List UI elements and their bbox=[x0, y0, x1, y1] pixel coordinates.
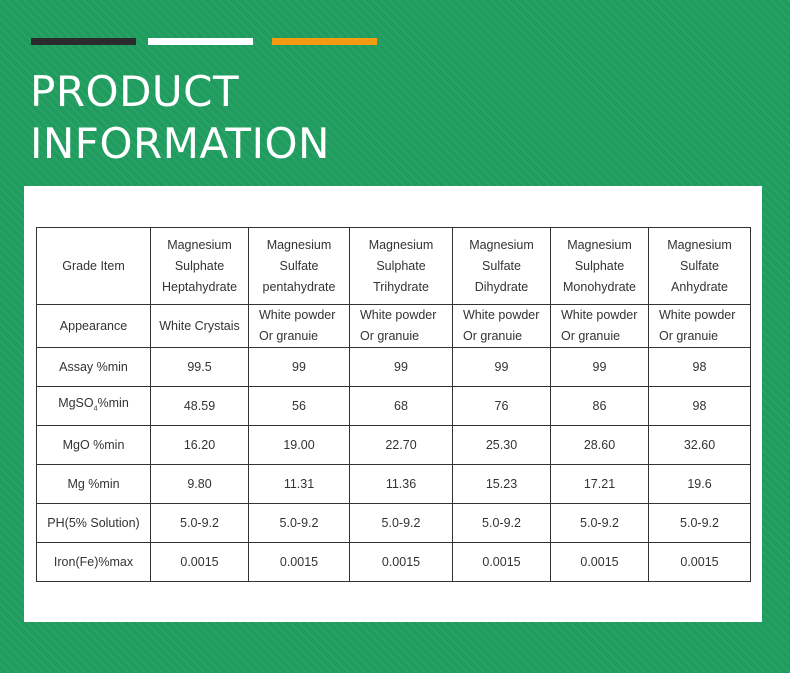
table-cell: 0.0015 bbox=[648, 542, 751, 582]
table-cell: White powder Or granuie bbox=[248, 304, 350, 348]
table-row-iron: Iron(Fe)%max 0.0015 0.0015 0.0015 0.0015… bbox=[36, 542, 751, 582]
title-line-2: INFORMATION bbox=[30, 119, 330, 168]
table-cell: 98 bbox=[648, 386, 751, 426]
product-spec-table: Grade Item Magnesium Sulphate Heptahydrate… bbox=[36, 227, 751, 582]
table-cell: 17.21 bbox=[550, 464, 649, 504]
table-cell: 19.6 bbox=[648, 464, 751, 504]
table-cell: 9.80 bbox=[150, 464, 249, 504]
column-header: Magnesium Sulphate Trihydrate bbox=[349, 227, 453, 305]
table-cell: 98 bbox=[648, 347, 751, 387]
table-cell: White powder Or granuie bbox=[648, 304, 751, 348]
table-cell: 99 bbox=[349, 347, 453, 387]
table-cell: White powder Or granuie bbox=[349, 304, 453, 348]
table-cell: 25.30 bbox=[452, 425, 551, 465]
table-cell: 0.0015 bbox=[550, 542, 649, 582]
title-line-1: PRODUCT bbox=[30, 67, 240, 116]
table-row-assay: Assay %min 99.5 99 99 99 99 98 bbox=[36, 347, 751, 387]
column-header: Magnesium Sulphate Heptahydrate bbox=[150, 227, 249, 305]
table-cell: 76 bbox=[452, 386, 551, 426]
table-cell: 99.5 bbox=[150, 347, 249, 387]
table-cell: 5.0-9.2 bbox=[648, 503, 751, 543]
row-label: MgSO4%min bbox=[36, 386, 151, 426]
table-cell: 16.20 bbox=[150, 425, 249, 465]
table-cell: 11.36 bbox=[349, 464, 453, 504]
corner-label: Grade Item bbox=[36, 227, 151, 305]
table-cell: 0.0015 bbox=[452, 542, 551, 582]
table-cell: White Crystais bbox=[150, 304, 249, 348]
table-cell: White powder Or granuie bbox=[452, 304, 551, 348]
table-cell: 99 bbox=[550, 347, 649, 387]
table-cell: 22.70 bbox=[349, 425, 453, 465]
table-row-mgo: MgO %min 16.20 19.00 22.70 25.30 28.60 3… bbox=[36, 425, 751, 465]
table-cell: 99 bbox=[452, 347, 551, 387]
accent-bar-white bbox=[148, 38, 253, 45]
column-header: Magnesium Sulfate Anhydrate bbox=[648, 227, 751, 305]
table-cell: 5.0-9.2 bbox=[550, 503, 649, 543]
table-header-row: Grade Item Magnesium Sulphate Heptahydrate… bbox=[36, 227, 751, 305]
table-cell: White powder Or granuie bbox=[550, 304, 649, 348]
table-cell: 15.23 bbox=[452, 464, 551, 504]
page-title: PRODUCT INFORMATION bbox=[30, 66, 330, 170]
table-row-mgso4: MgSO4%min 48.59 56 68 76 86 98 bbox=[36, 386, 751, 426]
column-header: Magnesium Sulfate pentahydrate bbox=[248, 227, 350, 305]
table-cell: 0.0015 bbox=[349, 542, 453, 582]
table-cell: 56 bbox=[248, 386, 350, 426]
accent-bar-dark bbox=[31, 38, 136, 45]
row-label: Iron(Fe)%max bbox=[36, 542, 151, 582]
accent-bar-orange bbox=[272, 38, 377, 45]
table-cell: 11.31 bbox=[248, 464, 350, 504]
row-label: Appearance bbox=[36, 304, 151, 348]
table-cell: 5.0-9.2 bbox=[452, 503, 551, 543]
table-cell: 19.00 bbox=[248, 425, 350, 465]
table-cell: 28.60 bbox=[550, 425, 649, 465]
table-cell: 0.0015 bbox=[150, 542, 249, 582]
table-cell: 86 bbox=[550, 386, 649, 426]
table-cell: 48.59 bbox=[150, 386, 249, 426]
table-cell: 32.60 bbox=[648, 425, 751, 465]
row-label: Mg %min bbox=[36, 464, 151, 504]
row-label: Assay %min bbox=[36, 347, 151, 387]
table-row-ph: PH(5% Solution) 5.0-9.2 5.0-9.2 5.0-9.2 … bbox=[36, 503, 751, 543]
column-header: Magnesium Sulfate Dihydrate bbox=[452, 227, 551, 305]
product-info-panel: Grade Item Magnesium Sulphate Heptahydrate… bbox=[24, 186, 762, 622]
row-label: MgO %min bbox=[36, 425, 151, 465]
row-label: PH(5% Solution) bbox=[36, 503, 151, 543]
table-cell: 68 bbox=[349, 386, 453, 426]
table-row-mg: Mg %min 9.80 11.31 11.36 15.23 17.21 19.… bbox=[36, 464, 751, 504]
table-cell: 99 bbox=[248, 347, 350, 387]
table-cell: 5.0-9.2 bbox=[248, 503, 350, 543]
table-cell: 0.0015 bbox=[248, 542, 350, 582]
column-header: Magnesium Sulphate Monohydrate bbox=[550, 227, 649, 305]
table-cell: 5.0-9.2 bbox=[150, 503, 249, 543]
table-row-appearance: Appearance White Crystais White powder Or… bbox=[36, 304, 751, 348]
table-cell: 5.0-9.2 bbox=[349, 503, 453, 543]
